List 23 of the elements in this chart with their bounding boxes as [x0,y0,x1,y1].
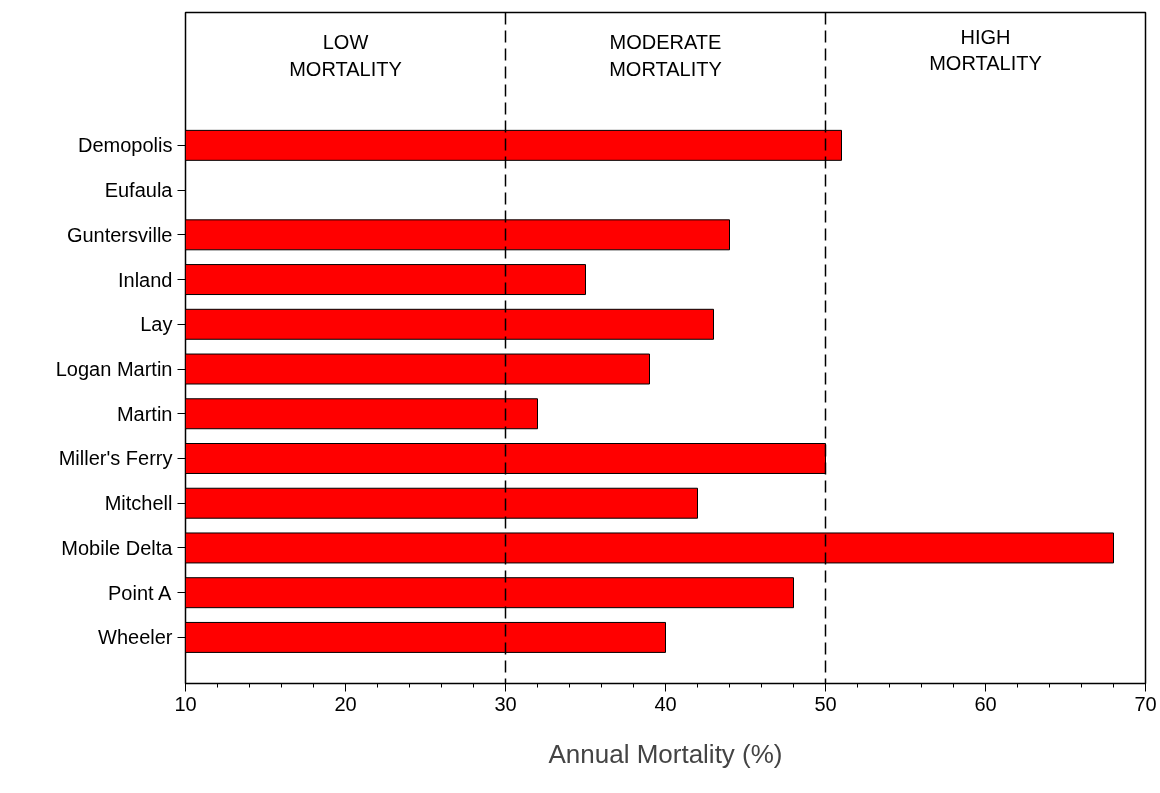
text: MODERATE MORTALITY [609,31,722,80]
text: HIGH MORTALITY [929,25,1042,75]
y-tick-label: Guntersville [66,223,173,246]
y-tick-label: Mitchell [104,492,173,515]
y-tick-label: Eufaula [104,179,174,202]
y-tick-label: Wheeler [98,626,173,649]
y-tick-label: Miller's Ferry [58,447,173,470]
y-tick-label: Inland [118,268,173,291]
x-tick-label: 20 [334,692,357,715]
x-tick-label: 50 [814,692,837,715]
y-tick-label: Demopolis [78,134,173,157]
y-tick-label: Logan Martin [55,358,173,381]
y-tick-label: Martin [116,402,173,425]
y-tick-label: Mobile Delta [61,536,174,559]
x-tick-label: 30 [494,692,517,715]
text: LOW MORTALITY [289,31,402,80]
x-axis-title: Annual Mortality (%) [548,738,783,769]
x-tick-label: 10 [174,692,197,715]
x-tick-label: 40 [654,692,677,715]
x-tick-label: 60 [974,692,997,715]
y-tick-label: Point A [108,581,173,604]
y-tick-label: Lay [140,313,173,336]
x-tick-label: 70 [1134,692,1157,715]
